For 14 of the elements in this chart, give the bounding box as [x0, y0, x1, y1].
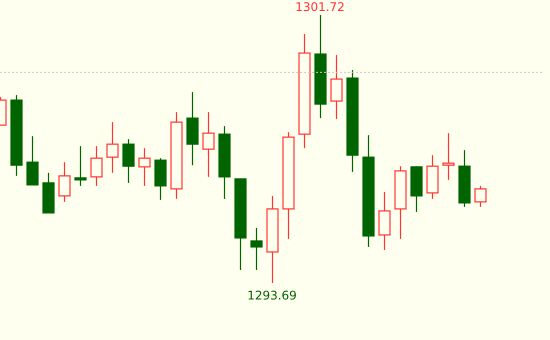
candlestick — [74, 146, 87, 186]
candlestick — [90, 146, 103, 186]
candlestick — [442, 132, 455, 180]
candlestick — [250, 227, 263, 271]
candlestick — [202, 112, 215, 178]
annotation: 1293.69 — [247, 288, 297, 303]
candlestick — [122, 138, 135, 184]
candlestick — [474, 185, 487, 208]
candlestick — [106, 122, 119, 174]
candlestick — [138, 148, 151, 186]
annotation: 1301.72 — [295, 0, 345, 14]
candlestick — [26, 136, 39, 186]
candlestick — [330, 54, 343, 120]
candlestick — [58, 162, 71, 202]
